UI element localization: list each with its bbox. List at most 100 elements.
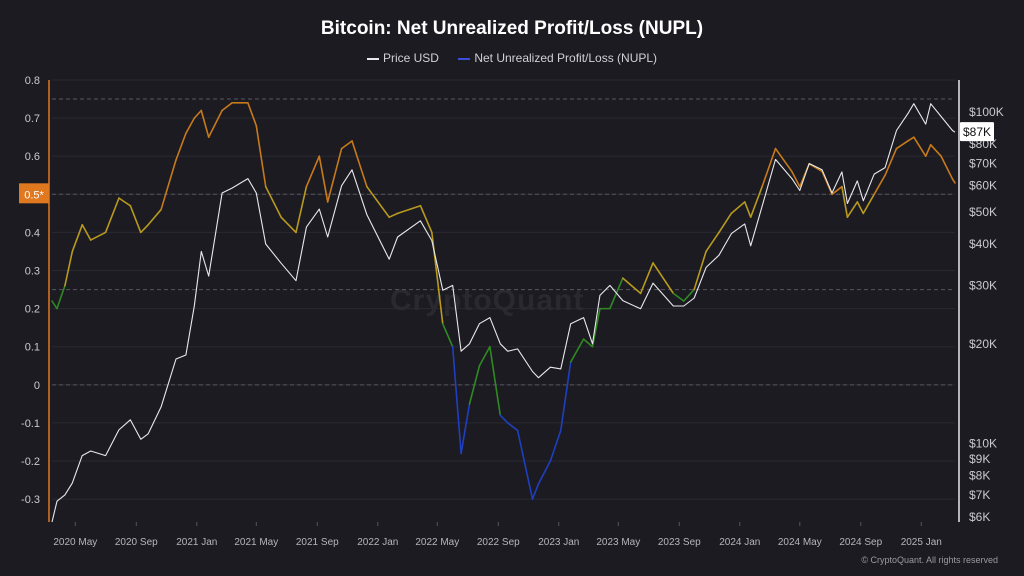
nupl-segment-21 <box>264 185 282 218</box>
nupl-segment-48 <box>582 338 594 348</box>
nupl-segment-4 <box>81 223 92 241</box>
left-tick-label-2: 0.6 <box>25 151 40 163</box>
nupl-segment-6 <box>104 197 120 234</box>
left-tick-label-10: -0.2 <box>21 456 40 468</box>
nupl-segment-72 <box>856 201 865 215</box>
nupl-segment-73 <box>862 193 875 215</box>
nupl-segment-20 <box>255 124 267 188</box>
x-tick-label-9: 2023 May <box>596 537 640 548</box>
nupl-segment-65 <box>791 170 801 188</box>
nupl-segment-74 <box>873 174 886 196</box>
nupl-segment-46 <box>559 361 572 432</box>
nupl-segment-78 <box>913 136 927 158</box>
current-price-box <box>960 122 994 142</box>
chart-title: Bitcoin: Net Unrealized Profit/Loss (NUP… <box>320 18 704 39</box>
legend: Price USD Net Unrealized Profit/Loss (NU… <box>0 51 1024 65</box>
nupl-segment-10 <box>147 208 162 226</box>
left-tick-label-4: 0.4 <box>25 227 40 239</box>
right-tick-label-5: $40K <box>969 237 997 251</box>
legend-swatch-price <box>366 57 379 60</box>
current-price-label: $87K <box>963 125 991 139</box>
right-tick-label-4: $50K <box>969 205 997 219</box>
nupl-segment-56 <box>682 288 695 302</box>
x-tick-label-4: 2021 Sep <box>296 537 339 548</box>
left-tick-label-0: 0.8 <box>25 75 40 87</box>
nupl-segment-1 <box>56 284 66 310</box>
nupl-segment-58 <box>705 231 720 253</box>
x-tick-label-2: 2021 Jan <box>176 537 217 548</box>
nupl-segment-16 <box>207 109 223 138</box>
legend-swatch-nupl <box>458 57 471 60</box>
nupl-segment-77 <box>907 136 915 142</box>
nupl-segment-2 <box>64 250 74 287</box>
x-tick-label-7: 2022 Sep <box>477 537 520 548</box>
nupl-segment-11 <box>160 159 177 211</box>
nupl-segment-9 <box>139 223 150 234</box>
nupl-segment-63 <box>761 147 777 188</box>
nupl-segment-47 <box>569 338 585 363</box>
nupl-segment-45 <box>549 429 562 462</box>
nupl-segment-40 <box>499 414 509 424</box>
nupl-segment-42 <box>516 429 534 500</box>
nupl-segment-0 <box>51 300 58 310</box>
nupl-segment-61 <box>743 201 752 218</box>
price-series-line <box>51 103 956 523</box>
nupl-segment-29 <box>366 185 390 218</box>
nupl-segment-64 <box>774 147 793 173</box>
nupl-segment-5 <box>89 231 107 241</box>
right-tick-label-10: $8K <box>969 469 990 483</box>
nupl-segment-44 <box>537 460 552 485</box>
nupl-segment-52 <box>621 277 642 295</box>
x-tick-label-14: 2025 Jan <box>901 537 942 548</box>
copyright: © CryptoQuant. All rights reserved <box>861 555 998 565</box>
nupl-segment-31 <box>396 204 422 215</box>
nupl-segment-39 <box>489 345 502 417</box>
legend-item-price[interactable]: Price USD <box>366 51 439 65</box>
x-tick-label-6: 2022 May <box>415 537 459 548</box>
left-tick-label-5: 0.3 <box>25 266 40 278</box>
x-tick-label-11: 2024 Jan <box>719 537 760 548</box>
nupl-segment-59 <box>718 212 733 234</box>
nupl-segment-12 <box>175 132 187 161</box>
left-axis-highlight-box <box>19 183 49 204</box>
nupl-segment-3 <box>71 223 84 253</box>
x-tick-label-3: 2021 May <box>234 537 278 548</box>
nupl-segment-19 <box>247 102 258 127</box>
nupl-segment-27 <box>340 140 353 150</box>
left-tick-label-1: 0.7 <box>25 113 40 125</box>
x-tick-label-0: 2020 May <box>53 537 97 548</box>
nupl-segment-80 <box>929 143 942 158</box>
right-tick-label-8: $10K <box>969 437 997 451</box>
nupl-segment-14 <box>193 109 203 119</box>
x-tick-label-13: 2024 Sep <box>839 537 882 548</box>
nupl-segment-82 <box>951 178 956 184</box>
nupl-series <box>51 102 956 500</box>
nupl-segment-41 <box>506 422 519 432</box>
nupl-segment-69 <box>831 185 843 196</box>
nupl-segment-53 <box>639 262 654 295</box>
nupl-segment-17 <box>221 102 233 112</box>
nupl-segment-49 <box>591 307 601 348</box>
nupl-segment-76 <box>895 140 909 150</box>
legend-item-nupl[interactable]: Net Unrealized Profit/Loss (NUPL) <box>458 51 657 65</box>
nupl-segment-36 <box>460 403 471 455</box>
nupl-segment-34 <box>441 323 454 348</box>
left-tick-label-6: 0.2 <box>25 304 40 316</box>
nupl-segment-75 <box>884 147 898 177</box>
nupl-segment-15 <box>200 109 210 138</box>
right-tick-label-0: $100K <box>969 105 1004 119</box>
nupl-segment-7 <box>118 197 132 207</box>
right-tick-label-9: $9K <box>969 452 990 466</box>
nupl-segment-32 <box>419 204 433 234</box>
left-tick-label-7: 0.1 <box>25 342 40 354</box>
left-tick-label-9: -0.1 <box>21 418 40 430</box>
legend-label-nupl: Net Unrealized Profit/Loss (NUPL) <box>474 51 658 65</box>
nupl-segment-25 <box>318 155 329 203</box>
nupl-segment-81 <box>940 155 954 180</box>
nupl-segment-8 <box>129 204 142 234</box>
nupl-segment-24 <box>305 155 321 188</box>
nupl-segment-23 <box>295 185 308 234</box>
left-tick-label-11: -0.3 <box>21 494 40 506</box>
nupl-segment-79 <box>924 143 932 158</box>
